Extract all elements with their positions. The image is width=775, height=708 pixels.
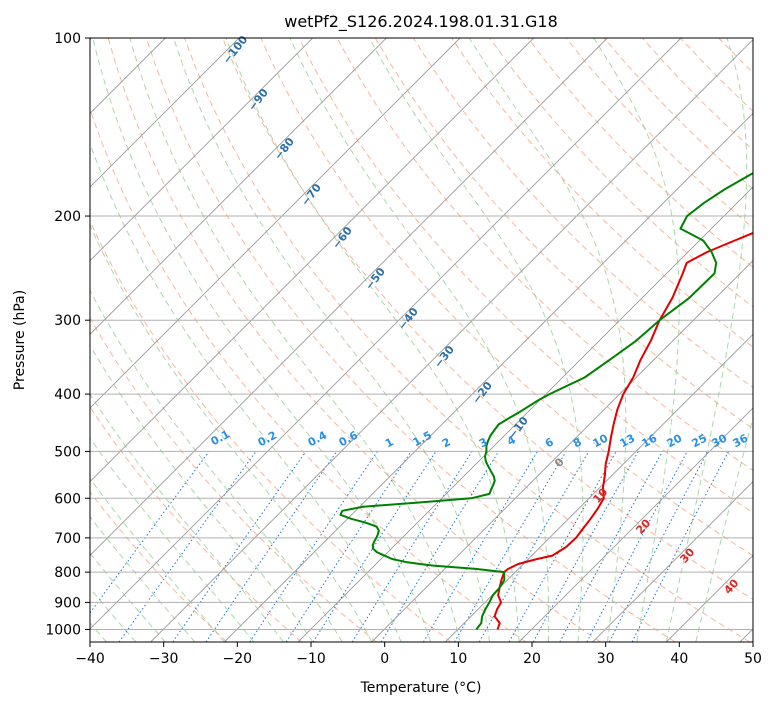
isotherm [90,38,608,556]
y-tick-label: 200 [54,209,81,225]
y-tick-label: 100 [54,31,81,47]
mixing-ratio-line [285,451,412,642]
dry-adiabat [298,38,753,514]
x-tick-label: −10 [296,651,326,667]
x-tick-label: 10 [449,651,467,667]
isotherm [150,39,753,642]
dry-adiabat [90,219,452,642]
moist-adiabat [289,38,550,642]
isotherm [90,38,240,188]
mixing-ratio-line [631,451,729,642]
mixing-ratio-label: 25 [690,432,710,451]
moist-adiabat [225,38,520,642]
y-tick-label: 600 [54,491,81,507]
dry-adiabat [374,38,753,430]
moist-adiabat [90,393,284,642]
pressure-grid [90,38,753,630]
mixing-ratio-line [249,451,378,642]
mixing-ratio-line [508,451,617,642]
mixing-ratio-line [90,451,210,614]
axis-ticks: −40 −30 −20 −10 0 10 20 30 40 50 100 200 300 400 500 60… [45,31,762,667]
mixing-ratio-line [205,451,338,642]
moist-adiabat [468,38,627,642]
moist-adiabat [665,38,748,642]
moist-adiabat [173,38,490,642]
dry-adiabat [451,38,753,348]
moist-adiabat [92,38,432,642]
y-tick-label: 1000 [45,622,81,638]
mixing-ratio-label: 13 [618,432,638,451]
moist-adiabat [90,437,255,642]
moist-adiabat [695,415,753,642]
x-tick-label: 0 [380,651,389,667]
isotherm [371,260,753,642]
x-axis-title: Temperature (°C) [360,680,482,696]
x-tick-label: −30 [149,651,179,667]
isotherm [90,38,461,409]
y-tick-label: 900 [54,595,81,611]
isotherm [90,38,387,335]
mixing-ratio-line [608,451,709,642]
mixing-ratio-line [380,451,500,642]
x-tick-label: 30 [597,651,615,667]
isotherm [90,38,534,483]
dry-adiabat [222,38,753,600]
profile-series [339,172,753,631]
chart-title: wetPf2_S126.2024.198.01.31.G18 [284,12,558,32]
mixing-ratio-label: 30 [710,431,730,450]
moist-adiabat [90,344,314,642]
isotherm [90,38,682,630]
dry-adiabat [336,38,753,471]
y-axis-title: Pressure (hPa) [12,290,28,390]
mixing-ratio-line [172,451,307,642]
mixing-ratio-label: 36 [731,431,751,450]
dry-adiabat [145,38,676,642]
x-tick-label: −20 [223,651,253,667]
mixing-ratio-label: 20 [665,431,685,450]
y-tick-label: 400 [54,387,81,403]
moist-adiabat [129,38,461,642]
mixing-ratio-label: 10 [591,431,611,450]
dry-adiabat [90,316,377,642]
dry-adiabat [90,107,527,642]
background-lines [90,38,753,642]
isotherm [90,38,313,262]
plot-frame [89,37,754,643]
isotherm [297,186,753,642]
isotherm [592,481,753,642]
dewpoint-profile-line [339,172,753,631]
mixing-ratio-line [532,451,639,642]
x-tick-label: −40 [75,651,105,667]
mixing-ratio-line [312,451,437,642]
isotherm [445,333,753,642]
isotherm [518,407,753,642]
x-tick-label: 40 [670,651,688,667]
moist-adiabat [90,477,225,642]
y-tick-label: 500 [54,444,81,460]
dry-adiabat [412,38,753,389]
moist-adiabat [90,552,166,642]
dry-adiabat [260,38,753,557]
dry-adiabat [489,38,753,308]
moist-adiabat [90,515,196,642]
x-tick-label: 20 [523,651,541,667]
dry-adiabat [107,38,601,642]
y-tick-label: 700 [54,531,81,547]
moist-adiabat [90,289,343,642]
mixing-ratio-line [559,451,663,642]
x-tick-label: 50 [744,651,762,667]
y-tick-label: 800 [54,565,81,581]
isotherm [224,112,753,642]
moist-adiabat [368,38,584,642]
moist-adiabat [90,224,373,642]
mixing-ratio-label: 16 [640,431,660,450]
dry-adiabat [90,406,303,642]
dry-adiabat [90,491,228,642]
y-tick-label: 300 [54,313,81,329]
